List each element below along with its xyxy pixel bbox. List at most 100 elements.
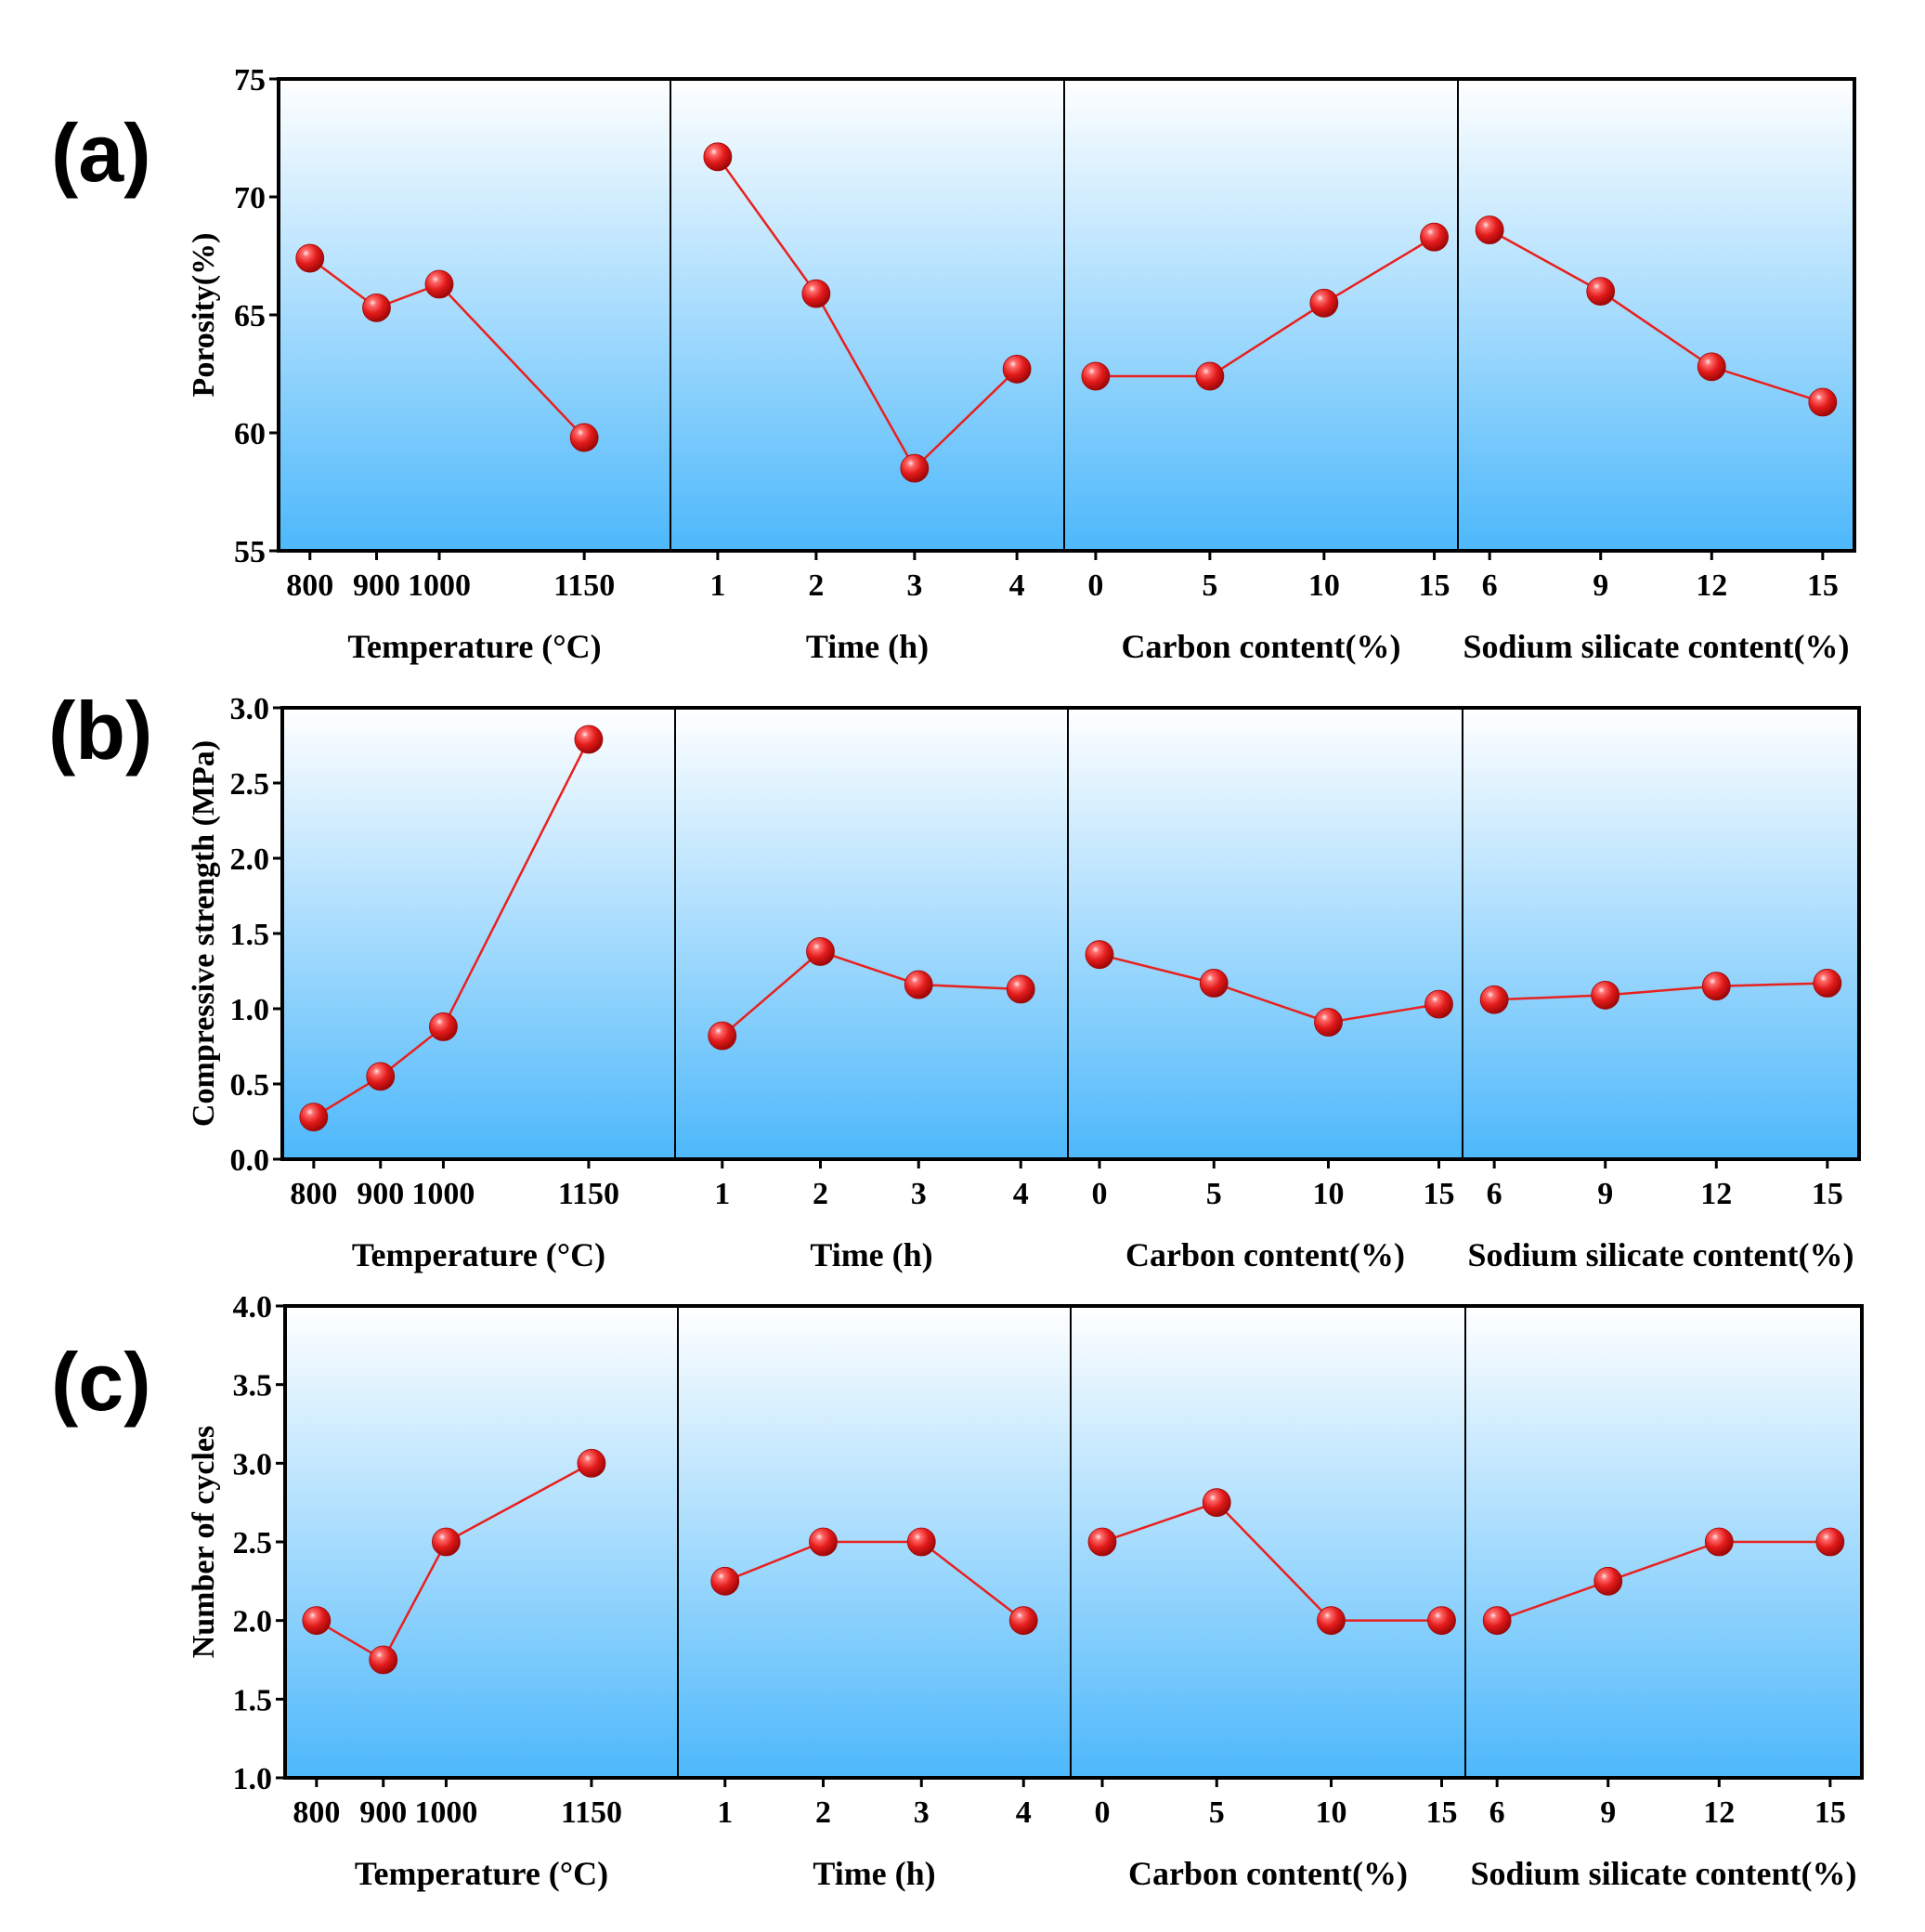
x-tick-label: 6 bbox=[1489, 1795, 1505, 1830]
x-tick-label: 15 bbox=[1419, 568, 1450, 603]
x-tick-label: 800 bbox=[293, 1795, 340, 1830]
subplot-2: 1 2 3 4 Time (h) bbox=[710, 1527, 1038, 1892]
x-axis-label: Time (h) bbox=[813, 1855, 935, 1892]
series-line bbox=[721, 950, 1021, 1038]
y-tick-label: 1.0 bbox=[230, 993, 270, 1027]
data-point bbox=[1085, 940, 1114, 970]
y-axis-label: Compressive strength (MPa) bbox=[187, 740, 221, 1127]
data-point bbox=[1586, 277, 1616, 307]
data-point bbox=[710, 1566, 740, 1596]
subplot-2: 1 2 3 4 Time (h) bbox=[708, 937, 1035, 1273]
data-point bbox=[1591, 981, 1620, 1010]
x-tick-label: 2 bbox=[815, 1795, 831, 1830]
data-point bbox=[1701, 972, 1731, 1001]
y-tick-label: 2.0 bbox=[233, 1605, 273, 1639]
x-tick-label: 15 bbox=[1812, 1177, 1843, 1211]
x-axis-label: Temperature (°C) bbox=[347, 628, 601, 665]
plot-frame bbox=[277, 77, 1856, 553]
data-point bbox=[1002, 355, 1032, 384]
x-tick-label: 1150 bbox=[561, 1795, 622, 1830]
x-tick-label: 3 bbox=[914, 1795, 930, 1830]
panel-label: (a) bbox=[51, 107, 151, 199]
data-point bbox=[1199, 969, 1229, 998]
subplot-4: 6 9 12 15 Sodium silicate content(%) bbox=[1463, 215, 1850, 665]
data-point bbox=[1475, 215, 1504, 244]
y-tick-label: 75 bbox=[234, 63, 266, 98]
x-tick-label: 1000 bbox=[408, 568, 471, 603]
x-axis-label: Sodium silicate content(%) bbox=[1463, 628, 1850, 665]
x-tick-label: 10 bbox=[1316, 1795, 1347, 1830]
x-tick-label: 4 bbox=[1016, 1795, 1032, 1830]
data-point bbox=[429, 1012, 458, 1041]
y-tick-label: 2.0 bbox=[230, 842, 270, 877]
data-point bbox=[1420, 222, 1449, 252]
x-tick-label: 6 bbox=[1482, 568, 1498, 603]
y-tick-label: 0.5 bbox=[230, 1068, 270, 1103]
data-point bbox=[302, 1606, 332, 1636]
x-tick-label: 15 bbox=[1807, 568, 1839, 603]
x-tick-label: 1000 bbox=[411, 1177, 475, 1211]
data-point bbox=[424, 269, 454, 299]
series-line bbox=[1099, 953, 1439, 1024]
x-tick-label: 900 bbox=[357, 1177, 404, 1211]
data-point bbox=[362, 293, 391, 322]
panel-b: (b) Compressive strength (MPa) 0.0 0.5 1.0 1.… bbox=[48, 685, 1861, 1273]
y-tick-label: 55 bbox=[234, 535, 266, 569]
x-tick-label: 2 bbox=[808, 568, 824, 603]
panel-label: (c) bbox=[51, 1336, 151, 1428]
plot-frame bbox=[280, 706, 1861, 1161]
x-axis-label: Carbon content(%) bbox=[1122, 628, 1401, 665]
data-point bbox=[809, 1527, 838, 1557]
x-tick-label: 0 bbox=[1092, 1177, 1108, 1211]
data-point bbox=[299, 1103, 329, 1132]
series-line bbox=[313, 738, 591, 1118]
data-point bbox=[1195, 361, 1225, 391]
x-tick-label: 1 bbox=[717, 1795, 733, 1830]
data-point bbox=[904, 970, 933, 999]
data-point bbox=[1815, 1527, 1845, 1557]
x-axis-label: Temperature (°C) bbox=[355, 1855, 608, 1892]
x-axis-label: Time (h) bbox=[810, 1236, 932, 1273]
y-axis-label: Porosity(%) bbox=[187, 233, 221, 398]
subplot-3: 0 5 10 15 Carbon content(%) bbox=[1087, 1488, 1458, 1892]
x-tick-label: 4 bbox=[1013, 1177, 1029, 1211]
y-tick-label: 1.5 bbox=[233, 1683, 273, 1717]
plot-background bbox=[279, 79, 1854, 551]
series-line bbox=[316, 1462, 592, 1662]
x-tick-label: 5 bbox=[1209, 1795, 1225, 1830]
x-tick-label: 10 bbox=[1313, 1177, 1345, 1211]
y-axis-label: Number of cycles bbox=[187, 1426, 221, 1659]
data-point bbox=[574, 724, 604, 754]
data-point bbox=[1314, 1008, 1343, 1037]
data-point bbox=[1697, 352, 1726, 382]
x-tick-label: 9 bbox=[1593, 568, 1608, 603]
x-tick-label: 0 bbox=[1087, 568, 1103, 603]
y-tick-label: 70 bbox=[234, 181, 266, 215]
subplot-2: 1 2 3 4 Time (h) bbox=[703, 142, 1032, 665]
data-point bbox=[906, 1527, 936, 1557]
data-point bbox=[1081, 361, 1111, 391]
y-tick-label: 3.0 bbox=[230, 692, 270, 726]
data-point bbox=[366, 1062, 396, 1091]
x-tick-label: 2 bbox=[813, 1177, 828, 1211]
x-tick-label: 3 bbox=[906, 568, 922, 603]
series-line bbox=[1496, 1540, 1830, 1622]
x-axis-label: Sodium silicate content(%) bbox=[1471, 1855, 1857, 1892]
subplot-1: 800 900 1000 1150 Temperature (°C) bbox=[293, 1448, 622, 1892]
series-line bbox=[1494, 982, 1827, 1001]
data-point bbox=[1427, 1606, 1456, 1636]
panel-c: (c) Number of cycles 1.0 1.5 2.0 2.5 3.0 3.5 4.0… bbox=[51, 1290, 1864, 1892]
x-tick-label: 1150 bbox=[558, 1177, 619, 1211]
x-tick-label: 5 bbox=[1206, 1177, 1222, 1211]
x-tick-label: 9 bbox=[1600, 1795, 1616, 1830]
x-axis-label: Carbon content(%) bbox=[1128, 1855, 1408, 1892]
panel-label: (b) bbox=[48, 685, 152, 777]
data-point bbox=[801, 279, 831, 308]
x-tick-label: 4 bbox=[1009, 568, 1025, 603]
data-point bbox=[1309, 288, 1339, 318]
x-tick-label: 15 bbox=[1814, 1795, 1846, 1830]
y-tick-label: 60 bbox=[234, 417, 266, 451]
data-point bbox=[708, 1021, 737, 1051]
